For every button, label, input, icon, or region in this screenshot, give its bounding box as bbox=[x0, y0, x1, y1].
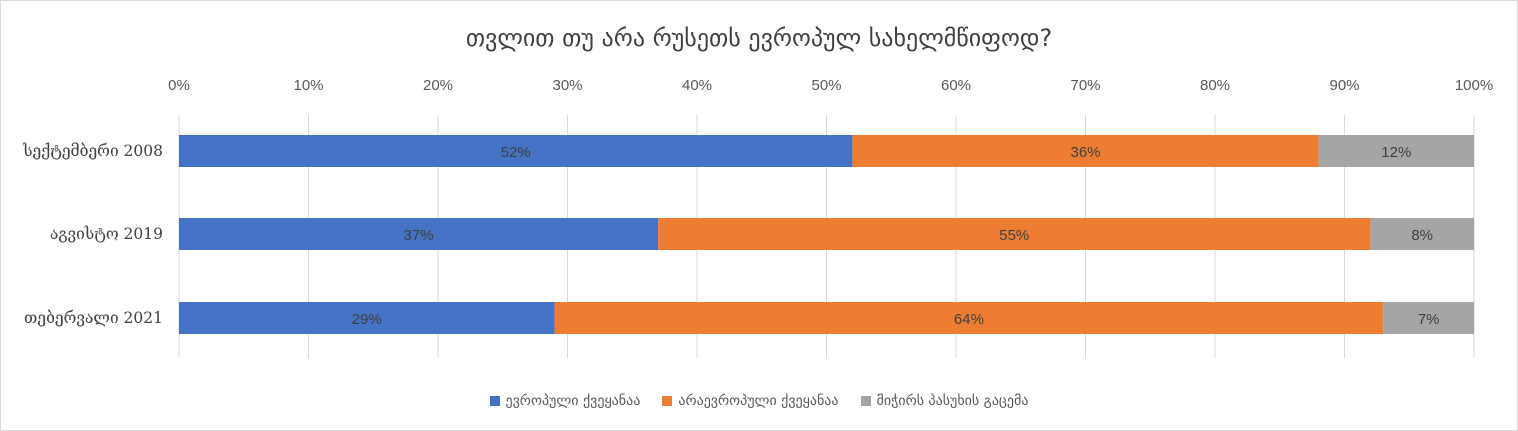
data-label: 8% bbox=[1411, 227, 1433, 244]
legend-swatch bbox=[489, 396, 500, 406]
x-tick-label: 60% bbox=[941, 77, 971, 94]
category-label: სექტემბერი 2008 bbox=[22, 142, 163, 160]
data-label: 52% bbox=[501, 144, 531, 161]
chart-title: თვლით თუ არა რუსეთს ევროპულ სახელმწიფოდ? bbox=[465, 24, 1053, 52]
x-tick-label: 50% bbox=[811, 77, 841, 94]
bar-segment bbox=[179, 218, 659, 250]
legend-item: არაევროპული ქვეყანაა bbox=[662, 393, 839, 409]
data-label: 37% bbox=[404, 227, 434, 244]
data-label: 29% bbox=[352, 311, 382, 328]
x-tick-label: 10% bbox=[293, 77, 323, 94]
bar-segment bbox=[179, 302, 555, 334]
data-label: 36% bbox=[1070, 144, 1100, 161]
bar-segment bbox=[1318, 135, 1474, 167]
bar-segment bbox=[554, 302, 1384, 334]
x-tick-label: 20% bbox=[423, 77, 453, 94]
chart-legend: ევროპული ქვეყანაა არაევროპული ქვეყანაა მიჭ… bbox=[0, 393, 1518, 409]
x-tick-label: 40% bbox=[682, 77, 712, 94]
legend-item: მიჭირს პასუხის გაცემა bbox=[860, 393, 1029, 409]
legend-item: ევროპული ქვეყანაა bbox=[489, 393, 641, 409]
legend-label: არაევროპული ქვეყანაა bbox=[678, 393, 839, 409]
x-tick-label: 100% bbox=[1455, 77, 1493, 94]
data-label: 7% bbox=[1418, 311, 1440, 328]
category-label: აგვისტო 2019 bbox=[50, 225, 163, 243]
x-tick-label: 0% bbox=[168, 77, 190, 94]
bar-segment bbox=[852, 135, 1319, 167]
x-tick-label: 70% bbox=[1070, 77, 1100, 94]
bar-segment bbox=[1383, 302, 1474, 334]
x-tick-label: 80% bbox=[1200, 77, 1230, 94]
legend-label: მიჭირს პასუხის გაცემა bbox=[876, 393, 1029, 409]
bar-segment bbox=[1370, 218, 1474, 250]
data-label: 64% bbox=[954, 311, 984, 328]
bar-segment bbox=[179, 135, 853, 167]
x-tick-label: 90% bbox=[1329, 77, 1359, 94]
data-label: 55% bbox=[999, 227, 1029, 244]
legend-label: ევროპული ქვეყანაა bbox=[505, 393, 641, 409]
bar-segment bbox=[658, 218, 1371, 250]
category-label: თებერვალი 2021 bbox=[24, 309, 163, 327]
x-tick-label: 30% bbox=[552, 77, 582, 94]
data-label: 12% bbox=[1381, 144, 1411, 161]
legend-swatch bbox=[662, 396, 673, 406]
legend-swatch bbox=[860, 396, 871, 406]
